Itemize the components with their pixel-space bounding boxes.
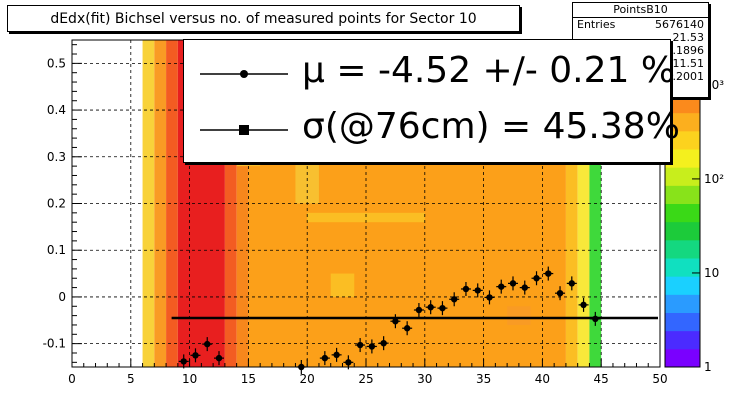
data-point xyxy=(380,339,387,347)
legend-mu-text: μ = -4.52 +/- 0.21 % xyxy=(302,50,676,91)
palette-band xyxy=(665,149,700,168)
stats-value: 11.51 xyxy=(672,57,705,70)
fit-legend: μ = -4.52 +/- 0.21 % σ(@76cm) = 45.38% xyxy=(183,39,680,163)
colorbar-tick-label: 10 xyxy=(704,266,719,280)
y-tick-label: 0.4 xyxy=(47,103,66,117)
x-tick-label: 30 xyxy=(417,372,432,386)
y-tick-label: 0.2 xyxy=(47,197,66,211)
x-tick-label: 40 xyxy=(535,372,550,386)
data-point xyxy=(392,318,399,325)
data-point xyxy=(521,284,528,291)
stats-entries-label: Entries xyxy=(577,18,616,31)
data-point xyxy=(204,340,211,348)
data-point xyxy=(451,296,458,303)
stats-row: 11.51 xyxy=(573,57,708,70)
heatmap-patch xyxy=(307,212,425,223)
x-tick-label: 50 xyxy=(652,372,667,386)
data-point xyxy=(180,358,187,365)
x-axis-ticks: 0 5 10 15 20 25 30 35 40 45 50 xyxy=(68,359,668,386)
palette-band xyxy=(665,348,700,368)
stats-row: 0.2001 xyxy=(573,70,708,83)
heatmap-patch xyxy=(330,273,355,297)
x-tick-label: 0 xyxy=(68,372,76,386)
colorbar-tick-label: 10² xyxy=(704,172,724,186)
data-point xyxy=(415,306,423,314)
y-axis-ticks: -0.1 0 0.1 0.2 0.3 0.4 0.5 xyxy=(43,44,82,363)
legend-sigma-text: σ(@76cm) = 45.38% xyxy=(302,106,680,147)
legend-marker-square xyxy=(200,125,288,135)
data-point xyxy=(368,343,376,350)
x-tick-label: 45 xyxy=(594,372,609,386)
legend-entry-sigma: σ(@76cm) = 45.38% xyxy=(184,102,680,158)
stats-value: 21.53 xyxy=(672,31,705,44)
data-point xyxy=(498,283,505,290)
x-tick-label: 35 xyxy=(476,372,491,386)
profile-points xyxy=(178,266,601,374)
stats-entries-value: 5676140 xyxy=(655,18,704,31)
chart-title-text: dEdx(fit) Bichsel versus no. of measured… xyxy=(50,10,477,27)
stats-entries-row: Entries 5676140 xyxy=(573,18,708,31)
y-tick-label: -0.1 xyxy=(43,337,66,351)
palette-band xyxy=(665,276,700,295)
heatmap-column xyxy=(166,40,178,367)
palette-band xyxy=(665,94,700,114)
palette-band xyxy=(665,203,700,223)
y-tick-label: 0 xyxy=(58,290,66,304)
data-point xyxy=(192,352,199,359)
palette-band xyxy=(665,312,700,332)
data-point xyxy=(321,354,329,362)
data-point xyxy=(592,315,599,323)
legend-entry-mu: μ = -4.52 +/- 0.21 % xyxy=(184,46,675,102)
data-point xyxy=(556,289,564,297)
stats-row: 21.53 xyxy=(573,31,708,44)
palette-band xyxy=(665,185,700,204)
y-tick-label: 0.3 xyxy=(47,150,66,164)
x-tick-label: 15 xyxy=(241,372,256,386)
colorbar-tick-label: 1 xyxy=(704,360,712,374)
y-tick-label: 0.5 xyxy=(47,56,66,70)
palette-band xyxy=(665,167,700,186)
data-point xyxy=(356,341,364,349)
x-tick-label: 25 xyxy=(358,372,373,386)
y-tick-label: 0.1 xyxy=(47,243,66,257)
stats-value: 0.2001 xyxy=(665,70,705,83)
chart-title: dEdx(fit) Bichsel versus no. of measured… xyxy=(7,5,520,32)
stats-name: PointsB10 xyxy=(573,3,708,18)
data-point xyxy=(403,325,411,332)
data-point xyxy=(427,304,434,311)
x-tick-label: 10 xyxy=(182,372,197,386)
x-tick-label: 5 xyxy=(127,372,135,386)
palette-band xyxy=(665,330,700,350)
palette-band xyxy=(665,294,700,313)
data-point xyxy=(439,304,446,312)
data-point xyxy=(486,294,493,301)
data-point xyxy=(568,280,575,287)
heatmap-column xyxy=(154,40,167,367)
palette-band xyxy=(665,130,700,150)
palette-band xyxy=(665,258,700,277)
color-palette xyxy=(664,39,701,368)
x-tick-label: 20 xyxy=(300,372,315,386)
colorbar-tick-label: 10³ xyxy=(704,78,724,92)
stats-row: 0.1896 xyxy=(573,44,708,57)
data-point xyxy=(580,301,587,309)
heatmap-patch xyxy=(507,306,531,325)
data-point xyxy=(215,354,223,362)
palette-band xyxy=(665,112,700,132)
data-point xyxy=(545,270,552,277)
stats-value: 0.1896 xyxy=(665,44,705,57)
data-point xyxy=(345,359,352,366)
colorbar-ticks: 1 10 10² 10³ xyxy=(692,78,724,374)
heatmap-column xyxy=(142,40,155,367)
data-point xyxy=(533,275,540,282)
data-point xyxy=(298,363,305,371)
palette-band xyxy=(665,239,700,259)
data-point xyxy=(509,280,517,287)
legend-marker-circle xyxy=(200,70,288,78)
data-point xyxy=(333,351,340,359)
palette-band xyxy=(665,221,700,241)
data-point xyxy=(462,285,470,293)
data-point xyxy=(474,287,481,294)
